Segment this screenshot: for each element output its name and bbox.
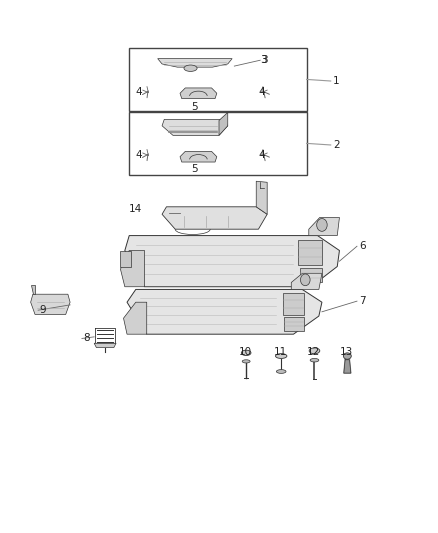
Ellipse shape [184,65,197,71]
Bar [300,268,322,282]
Text: 8: 8 [83,334,90,343]
Polygon shape [127,289,322,334]
Text: 9: 9 [39,305,46,315]
Polygon shape [158,59,232,67]
Polygon shape [309,217,339,236]
Text: 12: 12 [307,347,320,357]
Ellipse shape [309,348,320,354]
Text: 10: 10 [239,347,252,357]
Polygon shape [162,207,267,229]
Bar [129,48,307,111]
Text: 4: 4 [136,87,142,96]
Polygon shape [219,112,228,135]
Polygon shape [31,294,70,314]
Bar [284,317,304,331]
Bar [283,293,304,315]
Polygon shape [31,285,35,294]
Polygon shape [291,273,322,289]
Text: 5: 5 [191,165,198,174]
Bar [129,112,307,175]
Polygon shape [162,119,228,135]
Polygon shape [125,236,339,287]
Text: 4: 4 [136,150,142,159]
Ellipse shape [276,370,286,373]
Bar [120,251,131,266]
Text: 5: 5 [191,102,198,111]
Ellipse shape [276,354,287,359]
Ellipse shape [242,360,250,363]
Polygon shape [120,251,145,287]
Ellipse shape [241,350,251,356]
Text: 3: 3 [261,55,268,64]
Text: 13: 13 [339,347,353,357]
Text: 1: 1 [333,76,339,86]
Text: 14: 14 [129,204,142,214]
Text: 4: 4 [258,87,265,96]
Text: 4: 4 [258,150,265,159]
Polygon shape [180,151,217,162]
Text: 6: 6 [359,241,366,251]
Text: 11: 11 [274,347,287,357]
Polygon shape [124,302,147,334]
Polygon shape [256,181,267,214]
Polygon shape [180,88,217,99]
Circle shape [300,274,310,286]
Ellipse shape [343,353,351,359]
Ellipse shape [310,358,319,362]
Circle shape [317,219,327,231]
Bar [298,240,322,265]
Text: 2: 2 [333,140,339,150]
Polygon shape [344,360,351,373]
Text: 7: 7 [359,296,366,306]
Text: 3: 3 [261,55,267,64]
Polygon shape [94,343,116,348]
